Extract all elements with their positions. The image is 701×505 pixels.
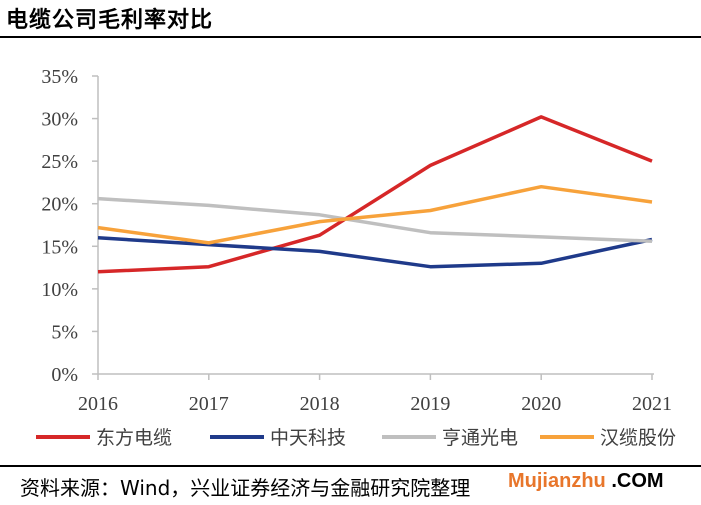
watermark-logo: Mujianzhu .COM xyxy=(508,470,664,493)
series-line-亨通光电 xyxy=(97,196,653,243)
y-tick-label: 25% xyxy=(41,151,78,173)
footer-divider xyxy=(0,465,701,467)
x-tick-label: 2017 xyxy=(189,393,229,415)
legend-label: 汉缆股份 xyxy=(600,427,676,449)
x-tick-label: 2016 xyxy=(78,393,118,415)
chart-title: 电缆公司毛利率对比 xyxy=(6,8,214,33)
legend-label: 亨通光电 xyxy=(442,427,518,449)
legend-label: 中天科技 xyxy=(270,427,346,449)
y-axis-ticks: 0% 5% 10% 15% 20% 25% 30% 35% xyxy=(41,66,98,386)
y-tick-label: 30% xyxy=(41,109,78,131)
chart-axes xyxy=(97,76,654,375)
y-tick-label: 5% xyxy=(51,321,78,343)
x-tick-label: 2021 xyxy=(632,393,672,415)
x-tick-label: 2020 xyxy=(521,393,561,415)
y-tick-label: 0% xyxy=(51,364,78,386)
series-lines xyxy=(97,115,653,274)
line-chart: 0%5%10%15%20%25%30%35% 2016 2017 2018 2019 2… xyxy=(36,66,676,449)
series-line-汉缆股份 xyxy=(97,184,653,245)
legend: 东方电缆 中天科技 亨通光电 汉缆股份 xyxy=(36,427,676,449)
source-note: 资料来源：Wind，兴业证券经济与金融研究院整理 xyxy=(20,476,471,500)
series-line-东方电缆 xyxy=(97,115,653,274)
legend-label: 东方电缆 xyxy=(96,427,172,449)
watermark-brand: Mujianzhu xyxy=(508,470,606,492)
x-tick-label: 2018 xyxy=(300,393,340,415)
y-tick-label: 10% xyxy=(41,279,78,301)
y-tick-label: 15% xyxy=(41,236,78,258)
watermark-suffix: .COM xyxy=(611,470,664,492)
x-tick-label: 2019 xyxy=(410,393,450,415)
y-tick-label: 35% xyxy=(41,66,78,88)
x-axis-ticks: 2016 2017 2018 2019 2020 2021 xyxy=(78,374,672,415)
title-divider xyxy=(0,36,701,38)
series-line-中天科技 xyxy=(97,236,653,269)
y-tick-label: 20% xyxy=(41,194,78,216)
